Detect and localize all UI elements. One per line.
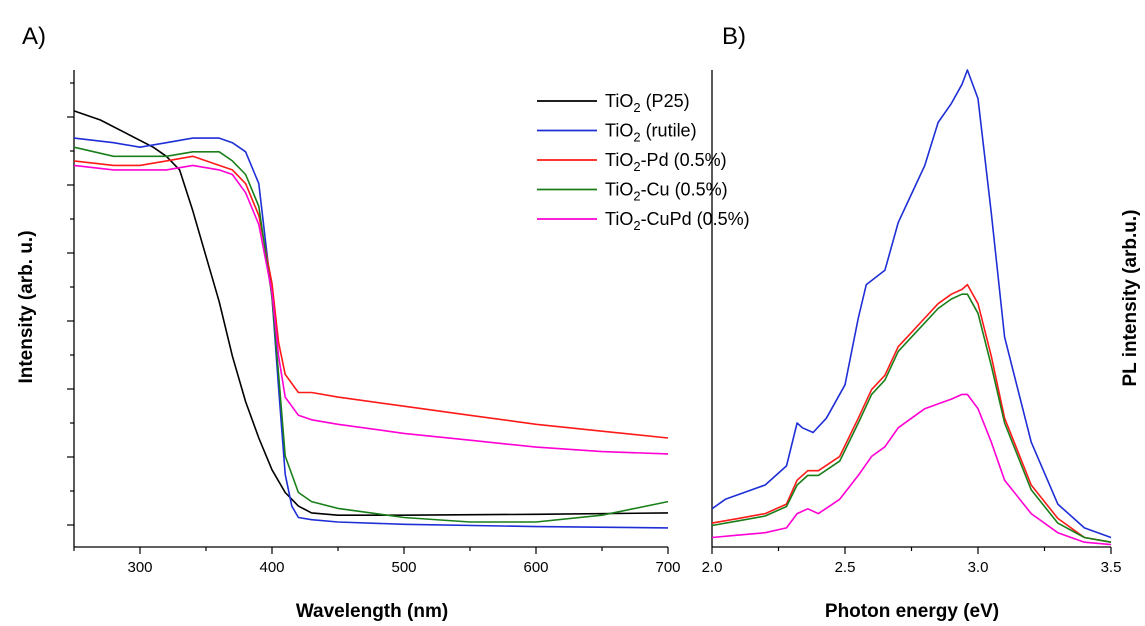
panel-a-label: A) [22,23,46,50]
panel-a-series-line-0 [73,110,669,517]
panel-a-x-tick-label: 300 [127,559,152,576]
panel-a: A) 300 400 500 600 700 Wavelength (nm) Inten… [16,23,750,622]
panel-b-x-tick-label: 3.0 [968,559,989,576]
legend-label: TiO2 (rutile) [605,121,697,145]
panel-a-y-axis-title: Intensity (arb. u.) [16,230,37,383]
panel-a-x-axis-title: Wavelength (nm) [296,601,448,622]
panel-b-series-line-2 [711,293,1112,543]
panel-b-x-axis-title: Photon energy (eV) [825,601,999,622]
legend-item: TiO2-Pd (0.5%) [537,150,727,174]
panel-b-label: B) [722,23,746,50]
panel-a-plot-area: 300 400 500 600 700 [67,70,681,576]
legend-item: TiO2 (rutile) [537,121,697,145]
panel-b-y-axis-title: PL intensity (arb.u.) [1120,209,1141,386]
panel-b-x-tick-label: 3.5 [1101,559,1122,576]
panel-a-series-line-1 [73,137,669,529]
legend-label: TiO2-Pd (0.5%) [605,150,727,174]
panel-a-series-line-3 [73,146,669,523]
legend-item: TiO2-Cu (0.5%) [537,180,728,204]
panel-b-series-line-3 [711,393,1112,546]
panel-b: B) 2.0 2.5 3.0 3.5 Photon energy (eV) PL in… [702,23,1141,622]
panel-b-series-line-0 [711,69,1112,539]
panel-b-x-tick-label: 2.0 [702,559,723,576]
legend-label: TiO2-CuPd (0.5%) [605,209,750,233]
panel-a-series-line-2 [73,155,669,439]
panel-a-x-tick-label: 500 [391,559,416,576]
legend-label: TiO2 (P25) [605,91,690,115]
panel-a-x-tick-label: 600 [523,559,548,576]
legend-item: TiO2-CuPd (0.5%) [537,209,750,233]
panel-b-plot-area: 2.0 2.5 3.0 3.5 [702,69,1122,576]
panel-a-x-tick-label: 400 [259,559,284,576]
panel-b-x-tick-label: 2.5 [835,559,856,576]
legend-item: TiO2 (P25) [537,91,690,115]
legend-label: TiO2-Cu (0.5%) [605,180,728,204]
panel-b-series-line-1 [711,283,1112,543]
legend: TiO2 (P25) TiO2 (rutile) TiO2-Pd (0.5%) TiO… [537,91,750,233]
panel-a-x-tick-label: 700 [655,559,680,576]
panel-a-series-line-4 [73,164,669,455]
